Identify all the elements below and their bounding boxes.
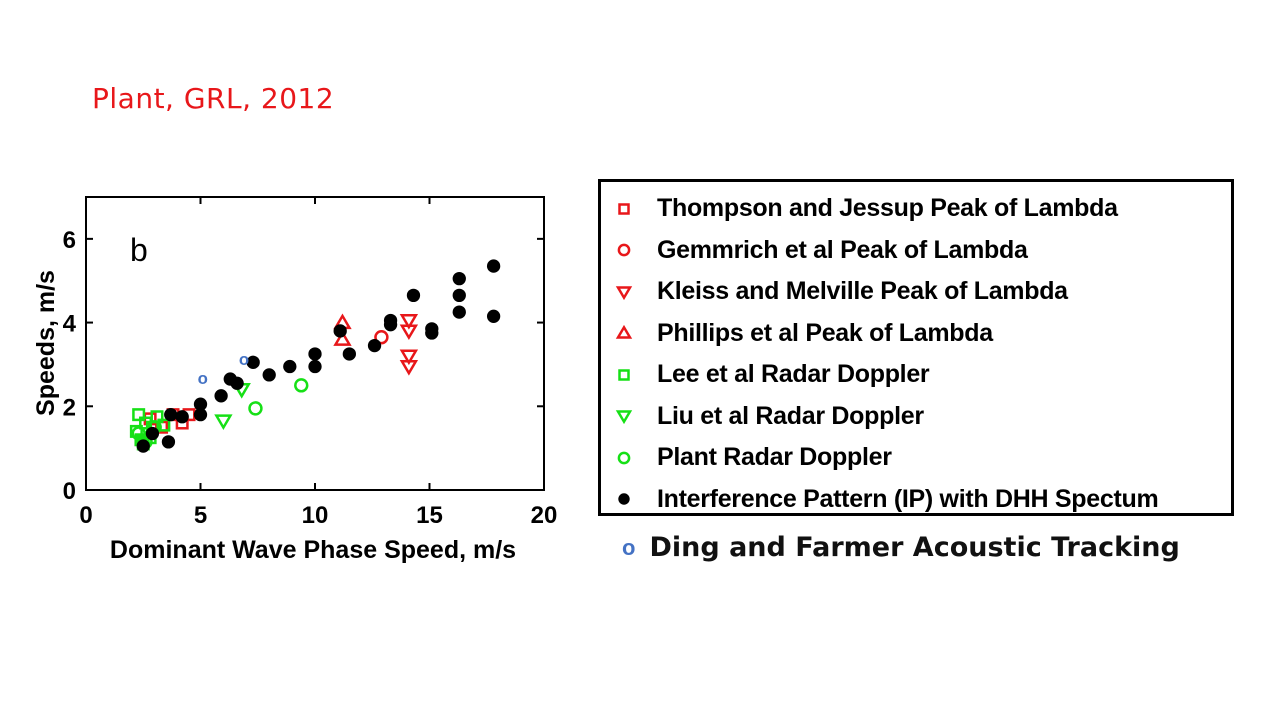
y-tick-label: 6 [63, 227, 76, 254]
data-point [486, 309, 501, 323]
legend-item: Lee et al Radar Doppler [613, 354, 930, 395]
legend-label: Gemmrich et al Peak of Lambda [657, 235, 1028, 264]
citation-label: Plant, GRL, 2012 [92, 82, 335, 115]
legend-marker [615, 285, 633, 300]
data-point [157, 418, 171, 432]
data-point [214, 389, 228, 403]
legend-item: Plant Radar Doppler [613, 437, 892, 478]
x-tick-label: 5 [194, 502, 207, 529]
data-point [248, 401, 263, 416]
data-point [294, 378, 309, 393]
plot-frame [85, 196, 545, 491]
y-tick-label: 0 [63, 478, 76, 505]
data-point [399, 349, 419, 366]
x-tick-label: 20 [531, 502, 558, 529]
legend-marker-shape [615, 324, 633, 339]
axis-ticks [85, 197, 545, 491]
legend-item: Liu et al Radar Doppler [613, 396, 924, 437]
legend-item: Interference Pattern (IP) with DHH Spect… [613, 479, 1159, 520]
legend-item: Kleiss and Melville Peak of Lambda [613, 271, 1068, 312]
data-point: o [239, 350, 249, 369]
data-point [333, 330, 352, 346]
legend-marker [618, 202, 630, 215]
series-8: oo [198, 350, 249, 388]
series-1 [374, 330, 389, 345]
legend-marker [615, 324, 633, 339]
ding-farmer-marker: o [622, 534, 636, 560]
data-point [452, 288, 466, 303]
data-point [161, 435, 176, 449]
series-2 [399, 313, 419, 376]
legend-marker-shape [615, 410, 633, 425]
legend-marker-shape [618, 368, 630, 381]
data-point [193, 408, 208, 422]
legend-label: Liu et al Radar Doppler [657, 401, 924, 430]
data-point [283, 359, 297, 374]
data-point [486, 259, 501, 273]
y-tick-label: 2 [63, 394, 76, 421]
data-point [367, 338, 382, 353]
data-point [164, 408, 178, 422]
panel-label: b [130, 232, 148, 268]
legend-item: Phillips et al Peak of Lambda [613, 313, 993, 354]
legend-marker-shape [618, 202, 630, 215]
chart-legend: Thompson and Jessup Peak of Lambda Gemmri… [598, 179, 1234, 516]
x-axis-title: Dominant Wave Phase Speed, m/s [110, 536, 516, 564]
legend-label: Lee et al Radar Doppler [657, 360, 930, 388]
data-point [175, 410, 189, 424]
legend-marker [617, 451, 631, 464]
series-7 [136, 259, 501, 453]
data-point [425, 322, 439, 336]
legend-item: Gemmrich et al Peak of Lambda [613, 230, 1028, 271]
legend-item: Thompson and Jessup Peak of Lambda [613, 188, 1118, 229]
data-point [406, 288, 421, 303]
x-tick-label: 10 [302, 502, 329, 529]
y-axis-title: Speeds, m/s [32, 270, 60, 416]
data-point [193, 397, 208, 411]
data-point [145, 426, 160, 441]
legend-label: Interference Pattern (IP) with DHH Spect… [657, 484, 1159, 513]
data-point [308, 359, 322, 374]
data-point [374, 330, 389, 345]
data-point [333, 324, 347, 338]
axis-tick-labels: 0 5 10 15 20 0 2 4 6 [63, 227, 558, 529]
legend-item-ding-farmer: o Ding and Farmer Acoustic Tracking [622, 532, 1180, 563]
data-point [399, 360, 419, 376]
data-point [342, 347, 356, 361]
legend-marker [615, 410, 633, 425]
legend-marker-shape [617, 243, 631, 257]
ding-farmer-label: Ding and Farmer Acoustic Tracking [649, 532, 1180, 563]
legend-marker-shape [615, 285, 633, 300]
legend-marker [618, 368, 630, 381]
x-tick-label: 15 [416, 502, 443, 529]
y-tick-label: 4 [63, 311, 77, 338]
x-tick-label: 0 [79, 502, 92, 529]
legend-marker-shape [618, 493, 630, 505]
data-marks: oo [129, 259, 501, 453]
data-point [452, 305, 466, 319]
data-point [131, 426, 146, 441]
data-point [230, 376, 244, 390]
legend-marker [617, 243, 631, 257]
legend-label: Phillips et al Peak of Lambda [657, 318, 993, 347]
legend-marker [618, 493, 630, 505]
data-point [399, 313, 419, 330]
data-point [246, 355, 260, 369]
data-point [214, 414, 233, 431]
legend-marker-shape [617, 451, 631, 464]
legend-label: Kleiss and Melville Peak of Lambda [657, 277, 1068, 305]
data-point [399, 324, 419, 341]
legend-label: Thompson and Jessup Peak of Lambda [657, 194, 1118, 222]
data-point [132, 408, 146, 422]
legend-label: Plant Radar Doppler [657, 443, 892, 471]
data-point [452, 271, 466, 286]
data-point [383, 313, 398, 328]
data-point [262, 368, 276, 382]
data-point [308, 347, 322, 361]
data-point: o [198, 369, 208, 388]
data-point [136, 439, 150, 453]
